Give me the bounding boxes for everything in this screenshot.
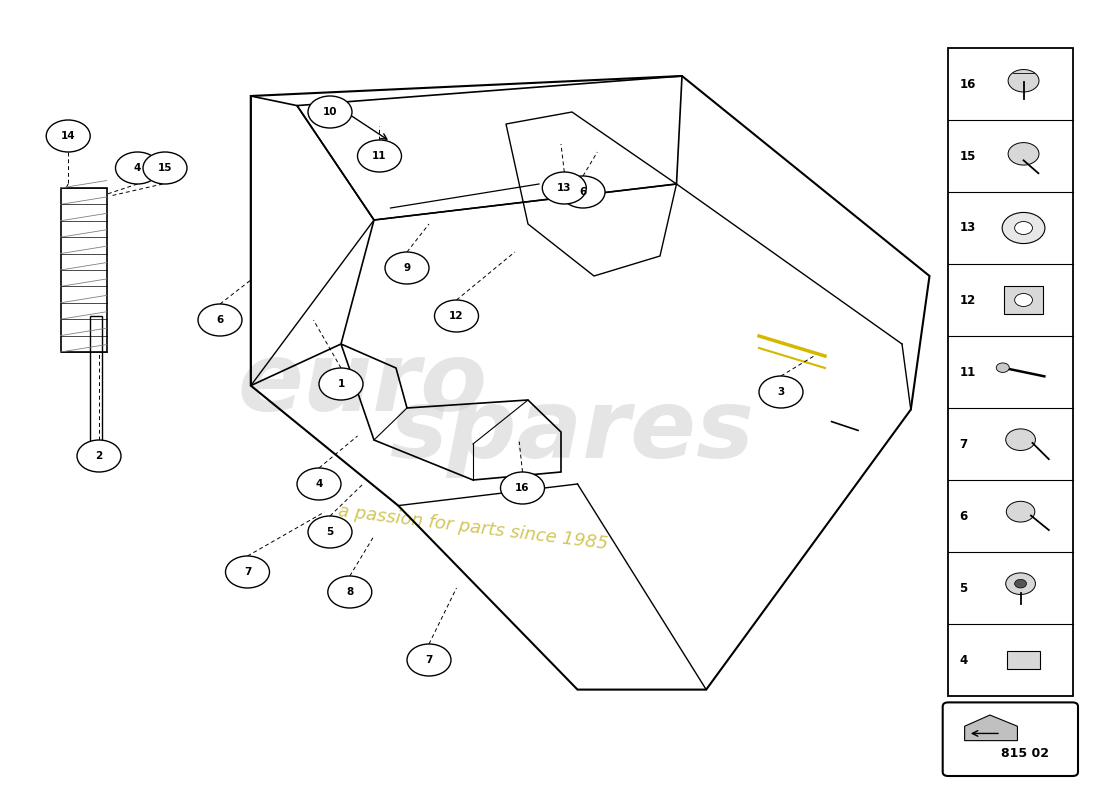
Text: spares: spares	[389, 386, 755, 478]
Circle shape	[997, 363, 1010, 373]
Text: 10: 10	[322, 107, 338, 117]
Text: 2: 2	[96, 451, 102, 461]
Text: 16: 16	[515, 483, 530, 493]
Circle shape	[226, 556, 270, 588]
Circle shape	[500, 472, 544, 504]
Circle shape	[198, 304, 242, 336]
Circle shape	[358, 140, 402, 172]
Text: 13: 13	[959, 222, 976, 234]
Circle shape	[1008, 70, 1040, 92]
Text: 4: 4	[959, 654, 968, 666]
Text: 6: 6	[580, 187, 586, 197]
Circle shape	[1014, 222, 1033, 234]
Text: 6: 6	[959, 510, 968, 522]
Circle shape	[308, 96, 352, 128]
Circle shape	[1014, 294, 1033, 306]
Circle shape	[1005, 429, 1035, 450]
Text: 9: 9	[404, 263, 410, 273]
Text: 4: 4	[134, 163, 141, 173]
Circle shape	[328, 576, 372, 608]
FancyBboxPatch shape	[943, 702, 1078, 776]
FancyBboxPatch shape	[1008, 651, 1040, 669]
Circle shape	[1014, 579, 1026, 588]
Circle shape	[1008, 142, 1040, 165]
Text: 1: 1	[338, 379, 344, 389]
Text: 12: 12	[449, 311, 464, 321]
Text: 6: 6	[217, 315, 223, 325]
Circle shape	[759, 376, 803, 408]
Circle shape	[561, 176, 605, 208]
Text: a passion for parts since 1985: a passion for parts since 1985	[337, 502, 609, 554]
Circle shape	[143, 152, 187, 184]
Circle shape	[77, 440, 121, 472]
Circle shape	[1002, 213, 1045, 243]
Text: 15: 15	[157, 163, 173, 173]
Circle shape	[542, 172, 586, 204]
Text: 7: 7	[426, 655, 432, 665]
Text: 5: 5	[327, 527, 333, 537]
Text: 8: 8	[346, 587, 353, 597]
Circle shape	[385, 252, 429, 284]
Polygon shape	[965, 715, 1018, 741]
FancyBboxPatch shape	[60, 188, 107, 352]
Text: 16: 16	[959, 78, 976, 90]
Text: 11: 11	[372, 151, 387, 161]
Text: 13: 13	[557, 183, 572, 193]
Text: 5: 5	[959, 582, 968, 594]
Circle shape	[1005, 573, 1035, 594]
FancyBboxPatch shape	[1004, 286, 1043, 314]
Text: 4: 4	[316, 479, 322, 489]
Text: 3: 3	[778, 387, 784, 397]
Circle shape	[434, 300, 478, 332]
Text: 14: 14	[60, 131, 76, 141]
Circle shape	[308, 516, 352, 548]
Circle shape	[46, 120, 90, 152]
Circle shape	[407, 644, 451, 676]
Circle shape	[1006, 502, 1035, 522]
Text: 7: 7	[959, 438, 967, 450]
Text: 11: 11	[959, 366, 976, 378]
Text: 7: 7	[244, 567, 251, 577]
Circle shape	[116, 152, 160, 184]
Text: 12: 12	[959, 294, 976, 306]
Text: 815 02: 815 02	[1001, 747, 1049, 760]
Text: euro: euro	[238, 338, 488, 430]
Text: 15: 15	[959, 150, 976, 162]
Circle shape	[297, 468, 341, 500]
Circle shape	[319, 368, 363, 400]
